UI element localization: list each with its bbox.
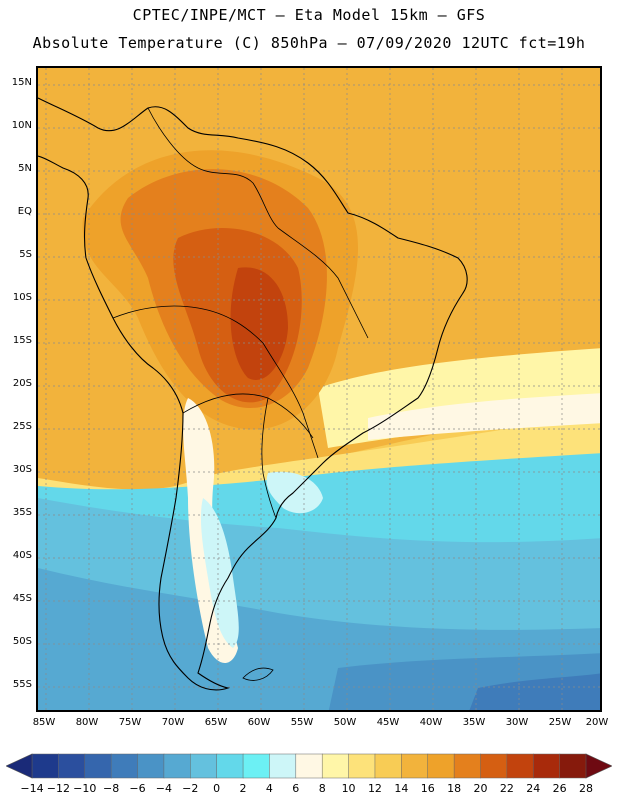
colorbar-tick-label: −4	[155, 782, 172, 795]
colorbar-tick-label: 14	[394, 782, 409, 795]
temperature-map[interactable]	[36, 66, 602, 712]
colorbar-tick-label: 22	[499, 782, 514, 795]
lon-label: 30W	[505, 717, 529, 728]
colorbar-swatch	[163, 753, 191, 779]
colorbar-tick-label: −2	[182, 782, 199, 795]
lon-label: 40W	[419, 717, 443, 728]
colorbar-left-arrow	[6, 753, 33, 779]
lon-label: 20W	[585, 717, 609, 728]
lon-label: 75W	[118, 717, 142, 728]
lat-label: 15N	[11, 77, 32, 88]
colorbar-swatch	[401, 753, 429, 779]
lon-label: 25W	[548, 717, 572, 728]
colorbar-tick-label: 4	[265, 782, 273, 795]
colorbar-swatch	[242, 753, 270, 779]
colorbar-tick-label: 18	[447, 782, 462, 795]
lon-label: 80W	[75, 717, 99, 728]
lat-label: 45S	[12, 593, 32, 604]
colorbar-swatch	[295, 753, 323, 779]
lon-label: 50W	[333, 717, 357, 728]
lat-label: 55S	[12, 679, 32, 690]
lat-label: 5S	[19, 249, 32, 260]
temperature-colorbar	[6, 753, 612, 779]
temperature-field	[38, 68, 600, 710]
colorbar-swatch	[269, 753, 297, 779]
colorbar-swatch	[427, 753, 455, 779]
colorbar-swatch	[110, 753, 139, 779]
colorbar-swatch	[58, 753, 86, 779]
colorbar-swatch	[321, 753, 350, 779]
lat-label: 35S	[12, 507, 32, 518]
lon-label: 35W	[462, 717, 486, 728]
lon-label: 70W	[161, 717, 185, 728]
lat-label: 30S	[12, 464, 32, 475]
colorbar-swatch	[559, 753, 587, 779]
lat-label: 15S	[12, 335, 32, 346]
map-title-line2: Absolute Temperature (C) 850hPa – 07/09/…	[32, 34, 586, 52]
lat-label: 25S	[12, 421, 32, 432]
colorbar-tick-label: 24	[526, 782, 541, 795]
lat-label: EQ	[17, 206, 32, 217]
lon-label: 45W	[376, 717, 400, 728]
lon-label: 65W	[204, 717, 228, 728]
colorbar-tick-label: 0	[213, 782, 221, 795]
colorbar-tick-label: 28	[579, 782, 593, 795]
colorbar-tick-label: 12	[367, 782, 382, 795]
colorbar-tick-label: 20	[473, 782, 488, 795]
lon-label: 85W	[32, 717, 56, 728]
map-title-line1: CPTEC/INPE/MCT – Eta Model 15km – GFS	[132, 6, 486, 24]
colorbar-tick-label: 16	[420, 782, 435, 795]
lat-label: 10N	[11, 120, 32, 131]
colorbar-swatch	[190, 753, 218, 779]
colorbar-tick-label: −14	[20, 782, 44, 795]
colorbar-swatch	[348, 753, 376, 779]
lat-label: 10S	[12, 292, 32, 303]
colorbar-tick-label: 2	[239, 782, 247, 795]
colorbar-swatch	[453, 753, 482, 779]
colorbar-tick-label: 6	[292, 782, 300, 795]
colorbar-tick-label: 10	[341, 782, 356, 795]
lat-label: 5N	[18, 163, 32, 174]
coastline-south-america	[38, 97, 468, 691]
colorbar-swatch	[31, 753, 59, 779]
colorbar-swatch	[374, 753, 402, 779]
lon-label: 55W	[290, 717, 314, 728]
colorbar-tick-label: −8	[103, 782, 120, 795]
lon-label: 60W	[247, 717, 271, 728]
lat-label: 20S	[12, 378, 32, 389]
colorbar-swatch	[137, 753, 165, 779]
colorbar-swatch	[532, 753, 561, 779]
colorbar-tick-label: −10	[73, 782, 97, 795]
lat-label: 50S	[12, 636, 32, 647]
colorbar-tick-label: 26	[552, 782, 567, 795]
colorbar-tick-label: −12	[46, 782, 70, 795]
lat-label: 40S	[12, 550, 32, 561]
colorbar-swatch	[480, 753, 508, 779]
colorbar-tick-label: −6	[129, 782, 146, 795]
colorbar-right-arrow	[585, 753, 612, 779]
colorbar-tick-label: 8	[318, 782, 326, 795]
colorbar-swatch	[84, 753, 112, 779]
colorbar-swatch	[506, 753, 534, 779]
lat-lon-grid	[38, 68, 600, 710]
colorbar-swatch	[216, 753, 244, 779]
